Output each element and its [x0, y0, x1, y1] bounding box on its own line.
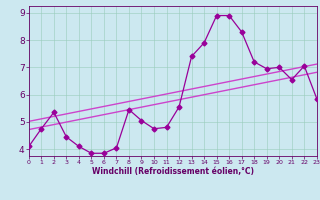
X-axis label: Windchill (Refroidissement éolien,°C): Windchill (Refroidissement éolien,°C): [92, 167, 254, 176]
